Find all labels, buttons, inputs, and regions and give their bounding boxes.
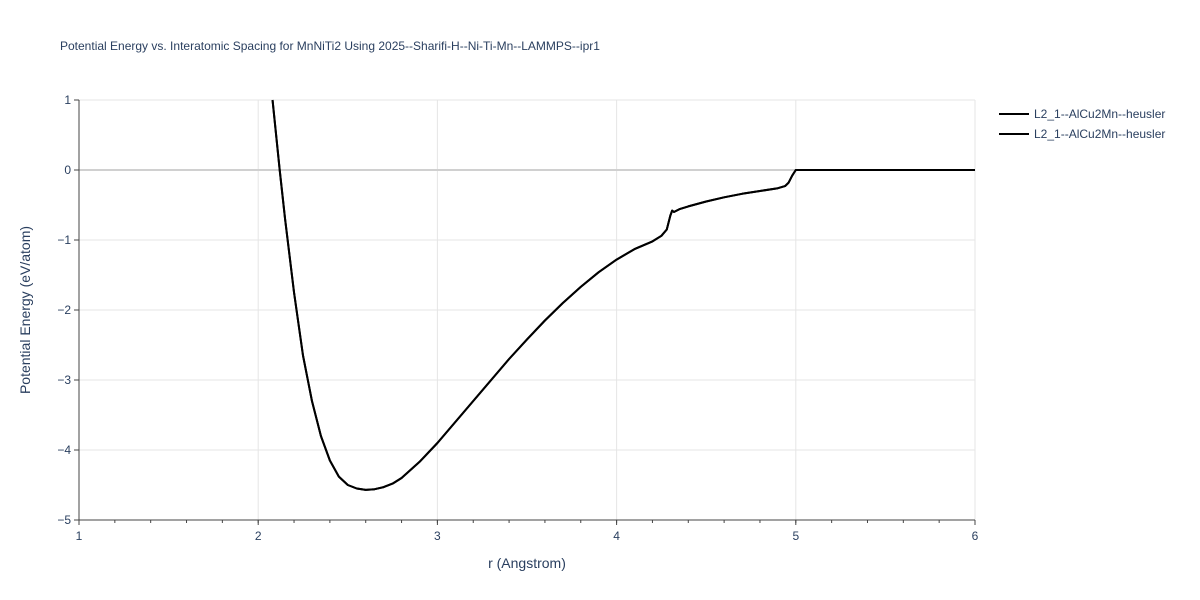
x-tick-label: 1 [76,529,83,543]
y-tick-label: 0 [64,163,71,177]
x-tick-label: 6 [972,529,979,543]
chart-title: Potential Energy vs. Interatomic Spacing… [60,39,600,53]
x-tick-label: 3 [434,529,441,543]
x-tick-label: 5 [792,529,799,543]
y-axis-label: Potential Energy (eV/atom) [17,226,33,394]
y-tick-label: −1 [57,233,71,247]
axes [74,99,976,525]
legend-label: L2_1--AlCu2Mn--heusler [1034,127,1165,141]
legend-item[interactable]: L2_1--AlCu2Mn--heusler [999,107,1165,121]
x-tick-label: 4 [613,529,620,543]
series-line-2 [271,99,975,491]
x-tick-labels: 1 2 3 4 5 6 [76,529,979,543]
x-axis-label: r (Angstrom) [488,555,566,571]
legend-item[interactable]: L2_1--AlCu2Mn--heusler [999,127,1165,141]
y-tick-labels: 1 0 −1 −2 −3 −4 −5 [57,93,71,527]
y-tick-label: −5 [57,513,71,527]
y-tick-label: 1 [64,93,71,107]
y-tick-label: −3 [57,373,71,387]
series-line-1 [271,99,975,491]
grid-lines [78,99,976,521]
y-tick-label: −2 [57,303,71,317]
y-tick-label: −4 [57,443,71,457]
x-tick-label: 2 [255,529,262,543]
series-lines [271,99,975,491]
legend-label: L2_1--AlCu2Mn--heusler [1034,107,1165,121]
legend[interactable]: L2_1--AlCu2Mn--heusler L2_1--AlCu2Mn--heu… [999,107,1165,141]
